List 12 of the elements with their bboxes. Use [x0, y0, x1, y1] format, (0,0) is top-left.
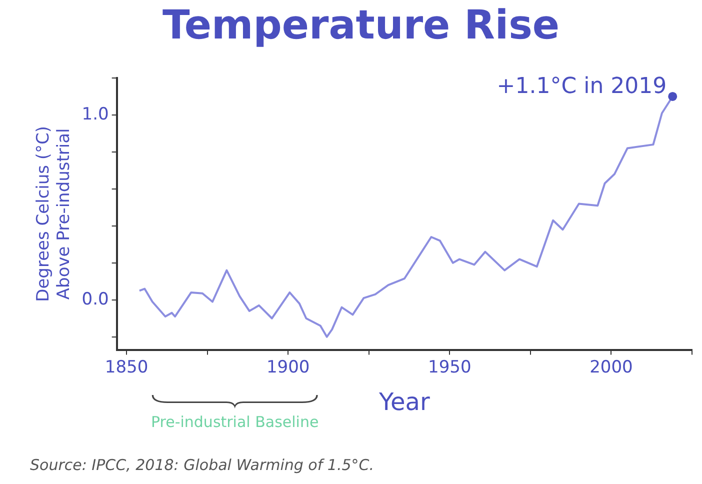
y-tick-label: 1.0 — [82, 104, 109, 124]
x-tick-label: 1900 — [266, 357, 310, 378]
chart-title: Temperature Rise — [162, 2, 560, 48]
y-tick-label: 0.0 — [82, 289, 109, 310]
x-axis-title: Year — [378, 388, 430, 416]
x-tick-label: 2000 — [590, 357, 633, 378]
x-tick-label: 1950 — [428, 357, 472, 378]
y-axis-title: Degrees Celcius (°C) Above Pre-industrial — [34, 126, 74, 302]
source-note: Source: IPCC, 2018: Global Warming of 1.5°C. — [30, 456, 374, 474]
annotation: +1.1°C in 2019 — [496, 74, 667, 100]
text: Pre-industrial Baseline — [150, 413, 319, 432]
x-tick-label: 1850 — [104, 357, 148, 378]
